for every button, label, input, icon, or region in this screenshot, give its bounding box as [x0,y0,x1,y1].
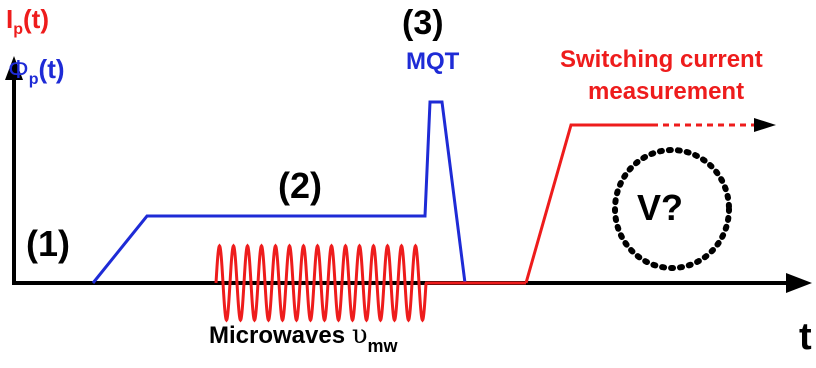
time-axis-label: t [799,316,812,358]
current-axis-label: Ip(t) [6,4,49,38]
flux-axis-label: Φp(t) [8,54,65,88]
step-2-label: (2) [278,165,322,206]
current-arrowhead [754,118,776,132]
current-symbol: I [6,4,14,34]
microwaves-text: Microwaves [209,322,352,349]
current-ramp-line [524,123,652,284]
step-3-label: (3) [402,4,444,42]
flux-symbol: Φ [8,54,29,84]
y-axis-arrowhead [5,56,23,80]
switching-current-label-line2: measurement [588,78,745,105]
switching-current-label-line1: Switching current [560,46,763,73]
current-subscript: p [13,21,24,38]
x-axis-arrowhead [786,273,812,293]
flux-pulse-line [91,100,467,284]
microwave-oscillation [214,243,428,323]
microwave-frequency-subscript: mw [367,336,398,356]
microwave-frequency-symbol: υ [351,320,368,350]
flux-subscript: p [28,71,39,88]
flux-time-arg: (t) [38,54,65,84]
current-time-arg: (t) [23,4,49,34]
microwaves-label: Microwaves υmw [209,320,398,355]
mqt-label: MQT [406,48,460,75]
voltage-circle [612,147,732,271]
voltage-query-label: V? [637,187,684,228]
step-1-label: (1) [26,223,70,264]
